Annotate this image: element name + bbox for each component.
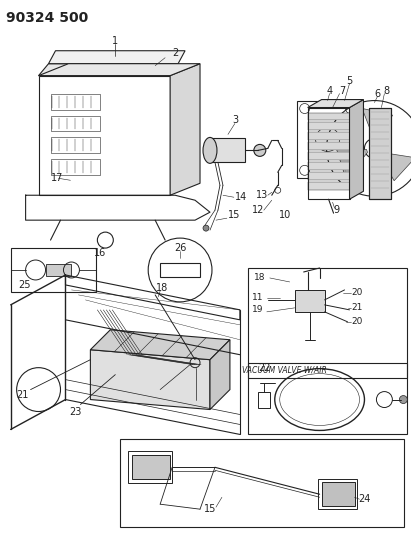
Ellipse shape (203, 138, 217, 163)
Text: 14: 14 (235, 192, 247, 202)
Bar (308, 152, 349, 160)
Bar (39, 76, 170, 195)
Text: 15: 15 (204, 504, 216, 514)
Text: 22: 22 (258, 362, 270, 373)
Polygon shape (170, 63, 200, 195)
Text: 25: 25 (19, 280, 31, 290)
Bar (297, 101, 358, 179)
Text: 3: 3 (232, 116, 238, 125)
Bar (308, 182, 349, 190)
Text: 18: 18 (254, 273, 266, 282)
Text: 8: 8 (383, 86, 389, 95)
Bar (258, 392, 270, 408)
Bar (318, 479, 358, 509)
Text: 12: 12 (252, 205, 264, 215)
Bar (51, 116, 101, 132)
Text: 17: 17 (51, 173, 63, 183)
Circle shape (399, 395, 407, 403)
Text: VACUUM VALVE W/AIR: VACUUM VALVE W/AIR (242, 365, 327, 374)
Text: 16: 16 (94, 248, 106, 258)
Text: 20: 20 (351, 317, 363, 326)
Bar (51, 138, 101, 154)
Text: 24: 24 (358, 494, 371, 504)
Text: 21: 21 (351, 303, 363, 312)
Bar (51, 159, 101, 175)
Polygon shape (49, 51, 185, 63)
Polygon shape (39, 63, 200, 76)
Bar (370, 108, 391, 199)
Bar (308, 142, 349, 150)
Bar (210, 139, 245, 163)
Text: 90324 500: 90324 500 (6, 11, 88, 25)
Bar (295, 290, 325, 312)
Bar (308, 108, 349, 199)
Polygon shape (90, 350, 210, 409)
Text: 13: 13 (256, 190, 268, 200)
Bar (132, 455, 170, 479)
Text: 6: 6 (375, 88, 381, 99)
Polygon shape (349, 100, 363, 199)
Bar (46, 264, 71, 276)
Text: 23: 23 (69, 407, 82, 416)
Bar (51, 94, 101, 109)
Bar (308, 163, 349, 171)
Bar (160, 263, 200, 277)
Text: 18: 18 (156, 283, 168, 293)
Text: 15: 15 (228, 210, 240, 220)
Circle shape (203, 225, 209, 231)
Text: 11: 11 (252, 293, 264, 302)
Bar (308, 172, 349, 180)
Polygon shape (90, 330, 230, 360)
Text: 26: 26 (174, 243, 186, 253)
Text: 9: 9 (333, 205, 339, 215)
Polygon shape (308, 100, 363, 108)
Polygon shape (379, 152, 412, 181)
Bar (370, 108, 391, 199)
Text: 10: 10 (279, 210, 291, 220)
Text: 19: 19 (252, 305, 264, 314)
Bar (308, 123, 349, 131)
Circle shape (254, 144, 266, 156)
Bar (308, 133, 349, 140)
Bar (308, 112, 349, 120)
Bar (120, 439, 404, 527)
Text: 4: 4 (327, 86, 332, 95)
Bar (248, 268, 407, 377)
Bar (248, 362, 407, 434)
Text: 7: 7 (339, 86, 346, 95)
Bar (322, 482, 356, 506)
Bar (11, 248, 96, 292)
Bar (128, 451, 172, 483)
Text: 1: 1 (112, 36, 118, 46)
Text: 2: 2 (172, 48, 178, 58)
Text: 20: 20 (351, 288, 363, 297)
Polygon shape (337, 149, 368, 179)
Text: 21: 21 (16, 390, 29, 400)
Text: 5: 5 (346, 76, 353, 86)
Polygon shape (210, 340, 230, 409)
Polygon shape (39, 63, 178, 76)
Polygon shape (362, 108, 393, 141)
